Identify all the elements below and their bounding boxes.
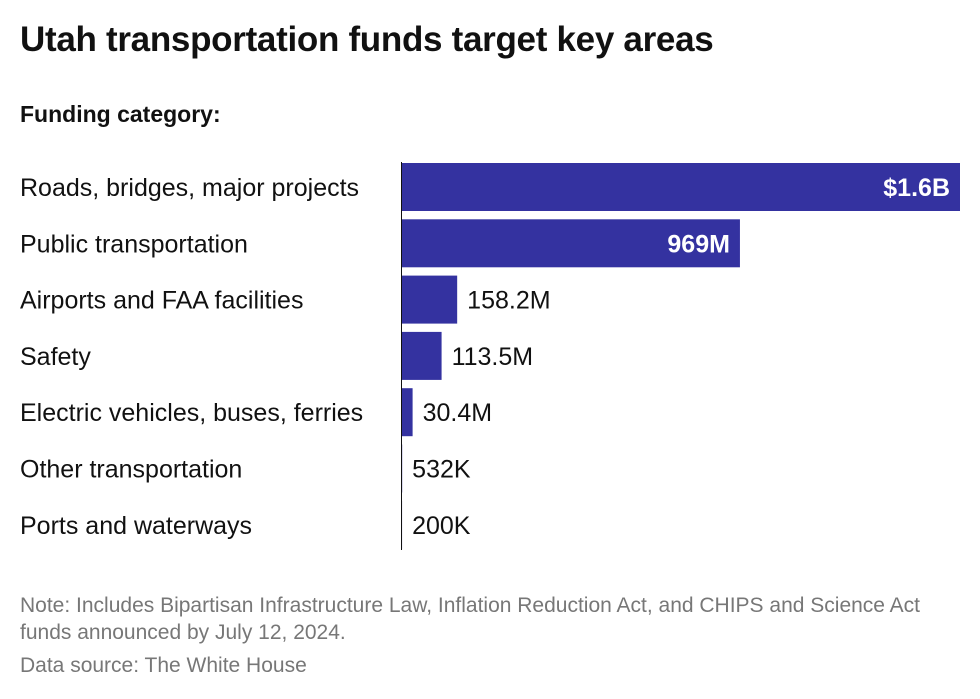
bar (402, 388, 413, 437)
category-heading: Funding category: (20, 101, 221, 127)
bar (402, 331, 442, 380)
value-label: 113.5M (452, 343, 534, 371)
bar (402, 275, 458, 324)
value-label: 30.4M (423, 399, 492, 427)
category-label: Electric vehicles, buses, ferries (20, 399, 363, 427)
bar (402, 219, 740, 268)
value-label: 200K (412, 512, 471, 540)
value-label: 158.2M (467, 287, 550, 315)
category-label: Roads, bridges, major projects (20, 174, 359, 202)
category-label: Other transportation (20, 456, 242, 484)
value-label: 969M (667, 230, 730, 258)
bar (402, 163, 960, 211)
chart-note: Note: Includes Bipartisan Infrastructure… (20, 594, 920, 644)
bars (402, 163, 960, 549)
bar-chart: Roads, bridges, major projects Public tra… (20, 162, 960, 550)
chart-title: Utah transportation funds target key are… (20, 20, 714, 59)
value-labels: $1.6B 969M 158.2M 113.5M 30.4M 532K 200K (412, 174, 950, 540)
value-label: 532K (412, 456, 471, 484)
data-source: Data source: The White House (20, 654, 307, 677)
category-label: Safety (20, 343, 91, 371)
category-label: Ports and waterways (20, 512, 252, 540)
category-label: Public transportation (20, 230, 248, 258)
category-label: Airports and FAA facilities (20, 287, 303, 315)
value-label: $1.6B (883, 174, 950, 202)
category-labels: Roads, bridges, major projects Public tra… (20, 174, 363, 540)
